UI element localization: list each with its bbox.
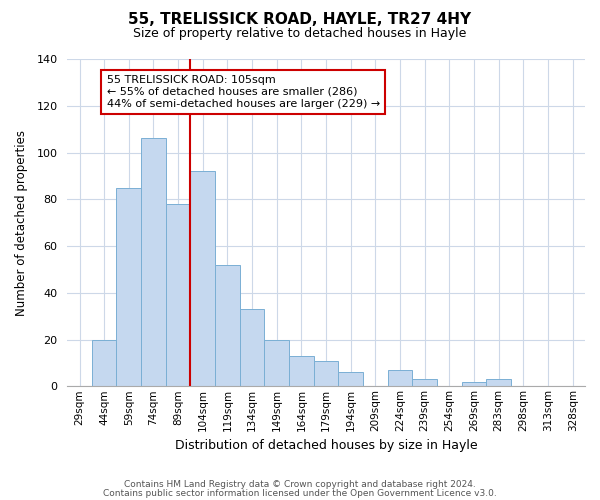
- Bar: [289, 356, 314, 386]
- Bar: [215, 264, 240, 386]
- X-axis label: Distribution of detached houses by size in Hayle: Distribution of detached houses by size …: [175, 440, 478, 452]
- Bar: [240, 309, 265, 386]
- Text: Contains public sector information licensed under the Open Government Licence v3: Contains public sector information licen…: [103, 488, 497, 498]
- Bar: [116, 188, 141, 386]
- Text: 55 TRELISSICK ROAD: 105sqm
← 55% of detached houses are smaller (286)
44% of sem: 55 TRELISSICK ROAD: 105sqm ← 55% of deta…: [107, 76, 380, 108]
- Y-axis label: Number of detached properties: Number of detached properties: [15, 130, 28, 316]
- Text: Contains HM Land Registry data © Crown copyright and database right 2024.: Contains HM Land Registry data © Crown c…: [124, 480, 476, 489]
- Bar: [92, 340, 116, 386]
- Bar: [141, 138, 166, 386]
- Bar: [388, 370, 412, 386]
- Bar: [265, 340, 289, 386]
- Bar: [190, 171, 215, 386]
- Text: Size of property relative to detached houses in Hayle: Size of property relative to detached ho…: [133, 28, 467, 40]
- Bar: [338, 372, 363, 386]
- Text: 55, TRELISSICK ROAD, HAYLE, TR27 4HY: 55, TRELISSICK ROAD, HAYLE, TR27 4HY: [128, 12, 472, 28]
- Bar: [166, 204, 190, 386]
- Bar: [487, 380, 511, 386]
- Bar: [462, 382, 487, 386]
- Bar: [314, 360, 338, 386]
- Bar: [412, 380, 437, 386]
